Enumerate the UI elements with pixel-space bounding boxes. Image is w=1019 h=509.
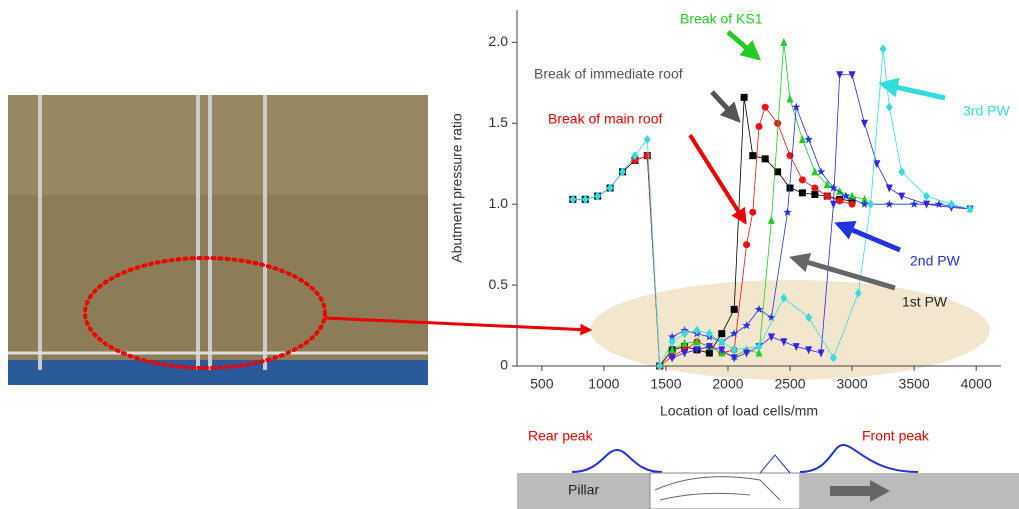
arrow [712,92,738,120]
data-point [749,209,756,216]
y-tick-label: 1.0 [489,195,509,211]
annotation: 1st PW [902,294,948,310]
data-point [836,197,843,204]
arrow [690,135,745,222]
data-point [799,189,806,196]
data-point [824,180,831,188]
data-point [741,94,748,101]
annotation: Break of immediate roof [534,66,683,82]
data-point [811,191,818,198]
annotation: 3rd PW [963,103,1010,119]
data-point [860,200,869,208]
label: Pillar [568,482,599,498]
data-point [886,185,893,193]
x-axis-label: Location of load cells/mm [660,403,818,419]
label: Front peak [862,428,930,444]
x-tick-label: 1000 [588,376,619,392]
data-point [880,44,887,53]
data-point [885,200,894,208]
data-point [749,152,756,159]
data-point [811,167,818,175]
x-tick-label: 3000 [836,376,867,392]
annotation: Break of main roof [548,111,662,127]
data-point [898,167,905,176]
figure: 0 0.5 1.0 1.5 2.0 500 1000 1500 2000 2500 3000 3500… [0,0,1019,509]
x-tick-label: 2500 [774,376,805,392]
data-point [799,135,806,143]
data-point [718,330,725,337]
data-point [780,38,787,46]
arrow [728,32,758,58]
y-tick-label: 2.0 [489,33,509,49]
data-point [762,104,769,111]
arrow [838,224,900,250]
data-point [886,103,893,112]
data-point [756,123,763,130]
data-point [743,241,750,248]
y-tick-label: 0.5 [489,276,509,292]
y-tick-label: 1.5 [489,114,509,130]
data-point [849,201,856,208]
x-tick-label: 4000 [961,376,992,392]
diagram: Rear peak Front peak Pillar [517,428,1019,509]
data-point [787,95,794,103]
data-point [731,306,738,313]
x-tick-label: 2000 [712,376,743,392]
data-point [830,201,837,209]
data-point [849,71,856,79]
annotation: 2nd PW [910,253,961,269]
data-point [817,167,826,175]
photo [8,95,428,385]
data-point [762,155,769,162]
annotations: Break of KS1 Break of immediate roof Bre… [534,11,1010,310]
data-point [923,192,930,201]
x-tick-label: 500 [530,376,554,392]
y-tick-label: 0 [500,357,508,373]
data-point [768,216,775,224]
x-tick-label: 1500 [650,376,681,392]
data-point [867,200,874,209]
data-point [861,120,868,128]
annotation: Break of KS1 [680,11,763,27]
data-point [644,152,651,159]
arrow [882,84,945,98]
data-point [804,135,813,143]
label: Rear peak [528,428,594,444]
data-point [824,193,831,200]
data-point [811,185,818,192]
data-point [799,176,806,183]
data-point [836,71,843,79]
y-axis-label: Abutment pressure ratio [449,113,465,263]
x-tick-label: 3500 [899,376,930,392]
